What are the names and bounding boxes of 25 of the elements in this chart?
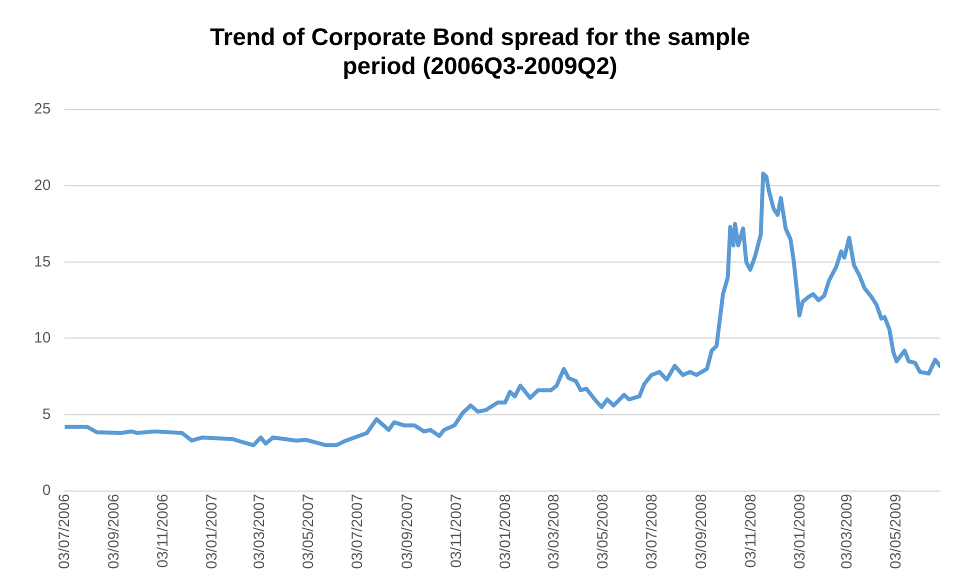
y-tick-label: 0 — [42, 482, 51, 500]
x-tick-label: 03/05/2007 — [300, 494, 318, 570]
x-tick-label: 03/07/2007 — [349, 494, 366, 570]
x-tick-label: 03/01/2008 — [497, 494, 514, 570]
x-tick-label: 03/05/2009 — [888, 494, 905, 570]
x-tick-label: 03/03/2008 — [545, 494, 562, 570]
x-tick-label: 03/07/2006 — [56, 494, 73, 570]
y-tick-label: 15 — [34, 253, 51, 270]
y-tick-label: 25 — [34, 100, 51, 118]
x-tick-label: 03/05/2008 — [594, 494, 612, 570]
x-tick-label: 03/01/2009 — [791, 494, 808, 570]
x-tick-label: 03/11/2008 — [742, 494, 760, 568]
y-tick-label: 20 — [34, 177, 51, 194]
chart-title: Trend of Corporate Bond spread for the sample period (2006Q3-2009Q2) — [210, 24, 750, 80]
x-tick-label: 03/11/2006 — [154, 494, 172, 568]
y-tick-label: 5 — [42, 406, 51, 423]
x-tick-label: 03/11/2007 — [448, 494, 466, 568]
x-tick-label: 03/01/2007 — [204, 494, 221, 570]
x-tick-label: 03/03/2007 — [251, 494, 268, 570]
x-tick-label: 03/03/2009 — [838, 494, 856, 570]
y-tick-label: 10 — [34, 330, 51, 347]
x-tick-label: 03/09/2007 — [399, 494, 416, 570]
x-tick-label: 03/09/2006 — [106, 494, 123, 570]
x-tick-label: 03/09/2008 — [693, 494, 710, 570]
x-tick-label: 03/07/2008 — [643, 494, 660, 570]
